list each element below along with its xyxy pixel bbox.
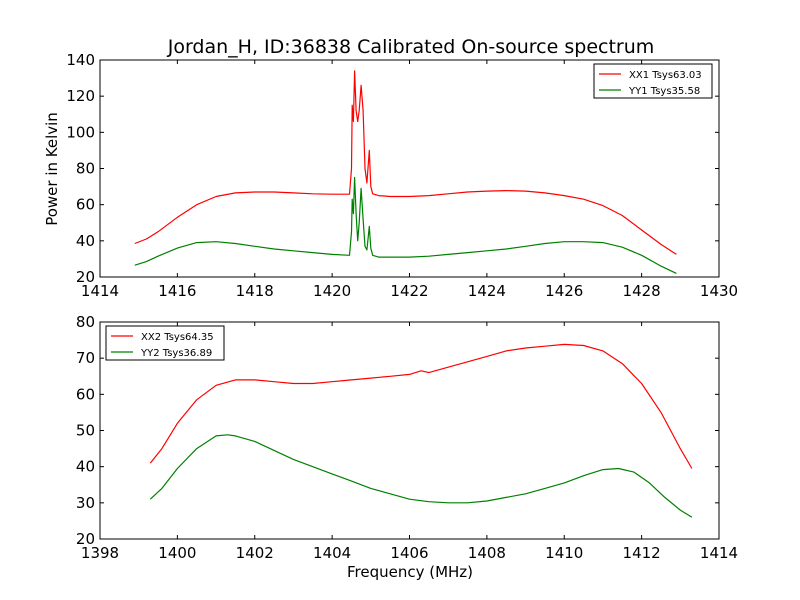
x-tick-label: 1418 (236, 282, 274, 300)
bottom-subplot: 1398 1400 1402 1404 1406 1408 1410 1412 1414 20 30… (76, 313, 738, 562)
series-line-xx2 (149, 343, 693, 469)
x-tick-label: 1416 (158, 282, 196, 300)
x-tick-label: 1414 (700, 544, 738, 562)
series-line-yy1 (134, 176, 677, 274)
y-tick-label: 50 (76, 422, 95, 440)
legend: XX2 Tsys64.35 YY2 Tsys36.89 (105, 325, 225, 361)
x-tick-label: 1430 (700, 282, 738, 300)
x-tick-label: 1400 (158, 544, 196, 562)
series-line-yy2 (149, 434, 693, 518)
y-tick-label: 30 (76, 494, 95, 512)
x-tick-label: 1410 (545, 544, 583, 562)
legend-box (593, 63, 713, 99)
legend-box (105, 325, 225, 361)
legend-label: YY2 Tsys36.89 (140, 348, 212, 359)
x-tick-label: 1426 (545, 282, 583, 300)
x-tick-label: 1404 (313, 544, 351, 562)
y-tick-label: 60 (76, 385, 95, 403)
top-subplot: 1414 1416 1418 1420 1422 1424 1426 1428 1430 20 40… (66, 51, 738, 300)
legend-label: YY1 Tsys35.58 (628, 86, 700, 97)
y-tick-label: 60 (76, 196, 95, 214)
x-tick-label: 1420 (313, 282, 351, 300)
y-tick-label: 40 (76, 458, 95, 476)
x-tick-label: 1428 (623, 282, 661, 300)
y-tick-label: 100 (66, 123, 95, 141)
x-tick-label: 1402 (236, 544, 274, 562)
y-tick-label: 140 (66, 51, 95, 69)
y-tick-label: 80 (76, 160, 95, 178)
x-tick-label: 1412 (623, 544, 661, 562)
y-tick-label: 40 (76, 232, 95, 250)
x-tick-label: 1406 (390, 544, 428, 562)
x-tick-label: 1414 (81, 282, 119, 300)
legend-label: XX1 Tsys63.03 (629, 70, 702, 81)
legend: XX1 Tsys63.03 YY1 Tsys35.58 (593, 63, 713, 99)
x-tick-label: 1398 (81, 544, 119, 562)
y-tick-label: 120 (66, 87, 95, 105)
y-tick-label: 20 (76, 268, 95, 286)
y-axis-label: Power in Kelvin (43, 112, 61, 226)
x-axis-label: Frequency (MHz) (347, 563, 473, 581)
x-tick-label: 1424 (468, 282, 506, 300)
figure-title: Jordan_H, ID:36838 Calibrated On-source … (167, 36, 655, 58)
x-tick-label: 1408 (468, 544, 506, 562)
y-tick-label: 70 (76, 349, 95, 367)
legend-label: XX2 Tsys64.35 (141, 332, 214, 343)
y-tick-label: 80 (76, 313, 95, 331)
series-line-xx1 (134, 70, 677, 255)
y-tick-label: 20 (76, 530, 95, 548)
x-tick-label: 1422 (390, 282, 428, 300)
